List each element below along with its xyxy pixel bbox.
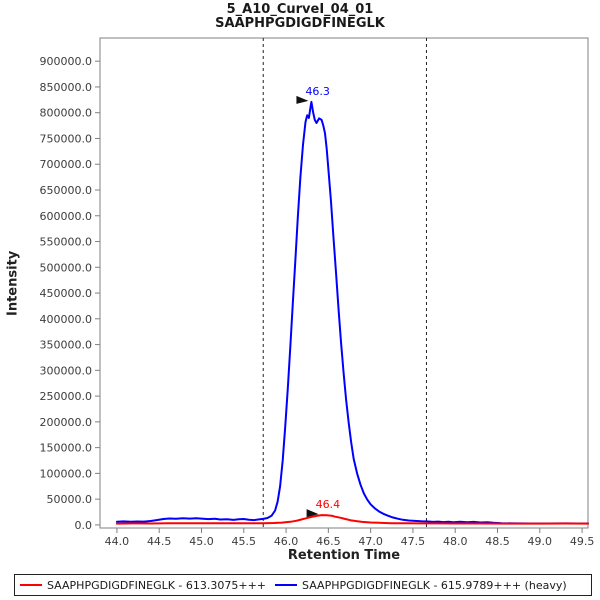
plot-area[interactable]: 44.0 44.5 45.0 45.5 46.0 46.5 47.0 47.5 48.0 48.5…: [0, 0, 600, 572]
x-tick-label: 49.5: [570, 535, 595, 548]
legend-label-heavy: SAAPHPGDIGDFINEGLK - 615.9789+++ (heavy): [302, 578, 567, 592]
y-tick-label: 350000.0: [40, 339, 93, 352]
axis-ticks-group: 44.0 44.5 45.0 45.5 46.0 46.5 47.0 47.5 48.0 48.5…: [40, 55, 595, 548]
y-tick-label: 50000.0: [47, 493, 93, 506]
x-tick-label: 47.5: [401, 535, 426, 548]
x-tick-label: 46.5: [316, 535, 341, 548]
x-tick-label: 46.0: [274, 535, 299, 548]
y-tick-label: 650000.0: [40, 184, 93, 197]
y-tick-label: 100000.0: [40, 467, 93, 480]
legend-line-swatch-blue: [275, 584, 298, 586]
x-tick-label: 48.5: [485, 535, 510, 548]
y-tick-label: 400000.0: [40, 313, 93, 326]
peak-boundary-group: [262, 38, 427, 528]
x-tick-label: 44.0: [105, 535, 130, 548]
plot-frame: [99, 37, 589, 529]
x-tick-label: 47.0: [358, 535, 383, 548]
y-tick-label: 150000.0: [40, 442, 93, 455]
peak-rt-annotation[interactable]: 46.3: [305, 85, 330, 98]
y-tick-label: 200000.0: [40, 416, 93, 429]
y-tick-label: 700000.0: [40, 158, 93, 171]
plot-frame-group: [99, 37, 589, 529]
annotations-group: 46.3 46.4: [296, 85, 341, 518]
legend-label-light: SAAPHPGDIGDFINEGLK - 613.3075+++: [47, 578, 267, 592]
legend: SAAPHPGDIGDFINEGLK - 613.3075+++ SAAPHPG…: [14, 574, 592, 596]
y-tick-label: 600000.0: [40, 210, 93, 223]
peak-pointer-icon: [296, 95, 309, 104]
chart-title-file: 5_A10_CurveI_04_01: [226, 2, 374, 17]
y-tick-label: 850000.0: [40, 81, 93, 94]
x-tick-label: 45.5: [232, 535, 257, 548]
y-tick-label: 800000.0: [40, 107, 93, 120]
legend-line-swatch-red: [20, 584, 42, 586]
y-tick-label: 500000.0: [40, 261, 93, 274]
y-tick-label: 0.0: [75, 519, 93, 532]
legend-item-light: SAAPHPGDIGDFINEGLK - 613.3075+++: [20, 579, 266, 592]
y-tick-label: 750000.0: [40, 132, 93, 145]
x-axis-title: Retention Time: [287, 548, 401, 563]
peak-pointer-icon: [306, 509, 319, 518]
x-tick-label: 48.0: [443, 535, 468, 548]
chart-title: 5_A10_CurveI_04_01 SAAPHPGDIGDFINEGLK: [0, 3, 600, 31]
y-tick-label: 250000.0: [40, 390, 93, 403]
chart-title-peptide: SAAPHPGDIGDFINEGLK: [215, 16, 385, 31]
peak-rt-annotation[interactable]: 46.4: [316, 498, 341, 511]
chromatogram-trace-heavy: [115, 100, 589, 525]
y-tick-label: 300000.0: [40, 364, 93, 377]
y-tick-label: 900000.0: [40, 55, 93, 68]
x-tick-label: 45.0: [189, 535, 214, 548]
series-group: [115, 100, 589, 525]
y-tick-label: 450000.0: [40, 287, 93, 300]
chromatogram-trace-light: [115, 514, 589, 525]
x-tick-label: 44.5: [147, 535, 172, 548]
legend-item-heavy: SAAPHPGDIGDFINEGLK - 615.9789+++ (heavy): [275, 579, 567, 592]
x-tick-label: 49.0: [528, 535, 553, 548]
y-tick-label: 550000.0: [40, 236, 93, 249]
